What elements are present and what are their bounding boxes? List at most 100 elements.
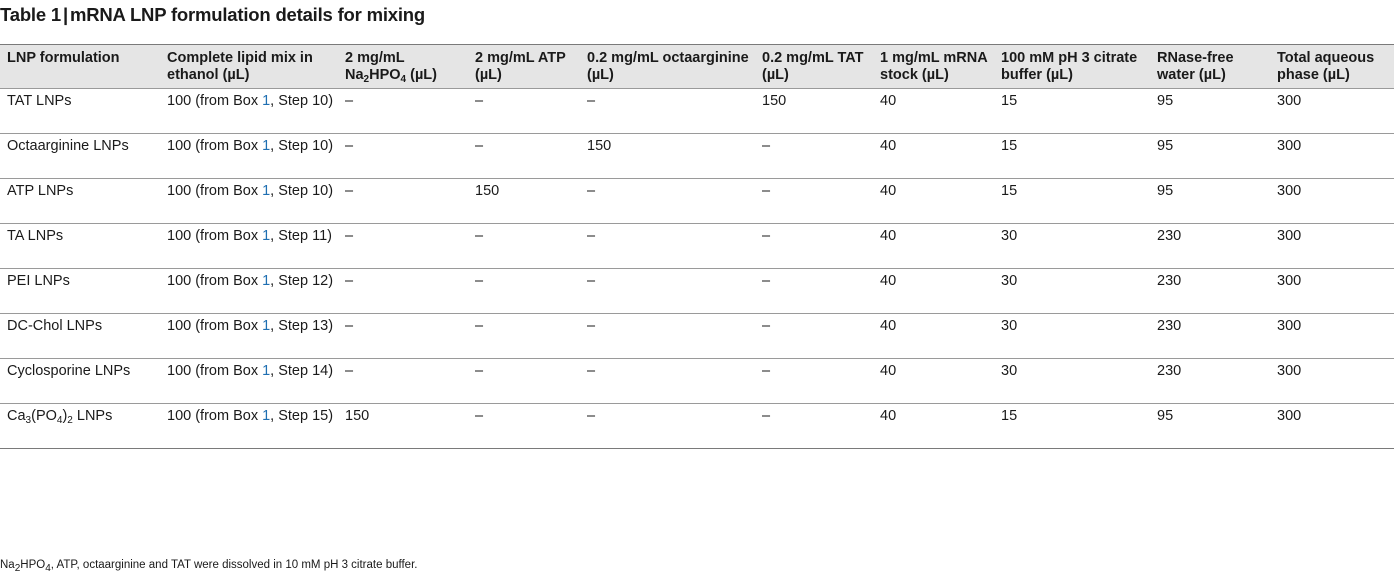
table-header-row: LNP formulation Complete lipid mix in et… xyxy=(0,44,1394,89)
cell-na2hpo4: – xyxy=(338,133,468,179)
cell-total: 300 xyxy=(1270,133,1394,179)
cell-water: 230 xyxy=(1150,313,1270,359)
cell-formulation: PEI LNPs xyxy=(0,268,160,314)
cell-atp: 150 xyxy=(468,178,580,224)
cell-tat: – xyxy=(755,403,873,449)
col-header-na2hpo4: 2 mg/mL Na2HPO4 (µL) xyxy=(338,44,468,89)
cell-citrate: 15 xyxy=(994,178,1150,224)
cell-atp: – xyxy=(468,223,580,269)
table-footnote: Na2HPO4, ATP, octaarginine and TAT were … xyxy=(0,559,418,574)
cell-atp: – xyxy=(468,88,580,134)
table-row: TA LNPs 100 (from Box 1, Step 11) – – – … xyxy=(0,223,1394,269)
cell-formulation: Ca3(PO4)2 LNPs xyxy=(0,403,160,449)
table-row: Octaarginine LNPs 100 (from Box 1, Step … xyxy=(0,133,1394,179)
cell-total: 300 xyxy=(1270,88,1394,134)
table-row: TAT LNPs 100 (from Box 1, Step 10) – – –… xyxy=(0,88,1394,134)
cell-formulation: TAT LNPs xyxy=(0,88,160,134)
table-label: Table 1 xyxy=(0,4,61,25)
cell-tat: 150 xyxy=(755,88,873,134)
formulation-table: LNP formulation Complete lipid mix in et… xyxy=(0,44,1394,449)
col-header-formulation: LNP formulation xyxy=(0,44,160,89)
cell-octaarginine: – xyxy=(580,313,755,359)
cell-na2hpo4: 150 xyxy=(338,403,468,449)
cell-formulation: Cyclosporine LNPs xyxy=(0,358,160,404)
cell-mrna: 40 xyxy=(873,178,994,224)
cell-total: 300 xyxy=(1270,268,1394,314)
cell-octaarginine: – xyxy=(580,88,755,134)
cell-na2hpo4: – xyxy=(338,358,468,404)
cell-formulation: Octaarginine LNPs xyxy=(0,133,160,179)
cell-na2hpo4: – xyxy=(338,178,468,224)
cell-formulation: DC-Chol LNPs xyxy=(0,313,160,359)
box-ref-link[interactable]: 1 xyxy=(262,228,271,244)
box-ref-link[interactable]: 1 xyxy=(262,138,271,154)
cell-lipid-mix: 100 (from Box 1, Step 11) xyxy=(160,223,338,269)
cell-water: 95 xyxy=(1150,88,1270,134)
cell-tat: – xyxy=(755,313,873,359)
cell-total: 300 xyxy=(1270,178,1394,224)
col-header-water: RNase-free water (µL) xyxy=(1150,44,1270,89)
cell-lipid-mix: 100 (from Box 1, Step 15) xyxy=(160,403,338,449)
cell-tat: – xyxy=(755,223,873,269)
title-separator: | xyxy=(62,4,68,25)
table-row: ATP LNPs 100 (from Box 1, Step 10) – 150… xyxy=(0,178,1394,224)
cell-tat: – xyxy=(755,178,873,224)
cell-total: 300 xyxy=(1270,403,1394,449)
cell-mrna: 40 xyxy=(873,403,994,449)
cell-octaarginine: – xyxy=(580,268,755,314)
box-ref-link[interactable]: 1 xyxy=(262,183,271,199)
box-ref-link[interactable]: 1 xyxy=(262,273,271,289)
col-header-tat: 0.2 mg/mL TAT (µL) xyxy=(755,44,873,89)
cell-lipid-mix: 100 (from Box 1, Step 13) xyxy=(160,313,338,359)
cell-mrna: 40 xyxy=(873,223,994,269)
cell-lipid-mix: 100 (from Box 1, Step 14) xyxy=(160,358,338,404)
cell-water: 95 xyxy=(1150,403,1270,449)
cell-citrate: 30 xyxy=(994,358,1150,404)
cell-formulation: TA LNPs xyxy=(0,223,160,269)
cell-na2hpo4: – xyxy=(338,223,468,269)
cell-citrate: 15 xyxy=(994,403,1150,449)
cell-lipid-mix: 100 (from Box 1, Step 10) xyxy=(160,133,338,179)
cell-mrna: 40 xyxy=(873,268,994,314)
cell-water: 230 xyxy=(1150,223,1270,269)
cell-total: 300 xyxy=(1270,358,1394,404)
cell-lipid-mix: 100 (from Box 1, Step 12) xyxy=(160,268,338,314)
col-header-citrate: 100 mM pH 3 citrate buffer (µL) xyxy=(994,44,1150,89)
cell-na2hpo4: – xyxy=(338,88,468,134)
box-ref-link[interactable]: 1 xyxy=(262,363,271,379)
cell-mrna: 40 xyxy=(873,313,994,359)
cell-citrate: 15 xyxy=(994,133,1150,179)
cell-octaarginine: – xyxy=(580,178,755,224)
cell-lipid-mix: 100 (from Box 1, Step 10) xyxy=(160,178,338,224)
cell-octaarginine: – xyxy=(580,403,755,449)
box-ref-link[interactable]: 1 xyxy=(262,408,271,424)
box-ref-link[interactable]: 1 xyxy=(262,93,271,109)
col-header-lipid-mix: Complete lipid mix in ethanol (µL) xyxy=(160,44,338,89)
box-ref-link[interactable]: 1 xyxy=(262,318,271,334)
cell-atp: – xyxy=(468,133,580,179)
cell-citrate: 30 xyxy=(994,268,1150,314)
cell-citrate: 30 xyxy=(994,223,1150,269)
formulation-table-container: LNP formulation Complete lipid mix in et… xyxy=(0,44,1394,449)
cell-atp: – xyxy=(468,268,580,314)
cell-citrate: 30 xyxy=(994,313,1150,359)
cell-octaarginine: 150 xyxy=(580,133,755,179)
cell-atp: – xyxy=(468,313,580,359)
cell-mrna: 40 xyxy=(873,88,994,134)
col-header-octaarginine: 0.2 mg/mL octaarginine (µL) xyxy=(580,44,755,89)
cell-mrna: 40 xyxy=(873,358,994,404)
table-row: Ca3(PO4)2 LNPs 100 (from Box 1, Step 15)… xyxy=(0,403,1394,449)
col-header-mrna: 1 mg/mL mRNA stock (µL) xyxy=(873,44,994,89)
col-header-total: Total aqueous phase (µL) xyxy=(1270,44,1394,89)
cell-tat: – xyxy=(755,268,873,314)
cell-tat: – xyxy=(755,358,873,404)
cell-formulation: ATP LNPs xyxy=(0,178,160,224)
cell-atp: – xyxy=(468,403,580,449)
cell-total: 300 xyxy=(1270,223,1394,269)
cell-atp: – xyxy=(468,358,580,404)
cell-octaarginine: – xyxy=(580,358,755,404)
table-row: PEI LNPs 100 (from Box 1, Step 12) – – –… xyxy=(0,268,1394,314)
cell-water: 95 xyxy=(1150,133,1270,179)
cell-na2hpo4: – xyxy=(338,313,468,359)
cell-water: 230 xyxy=(1150,358,1270,404)
